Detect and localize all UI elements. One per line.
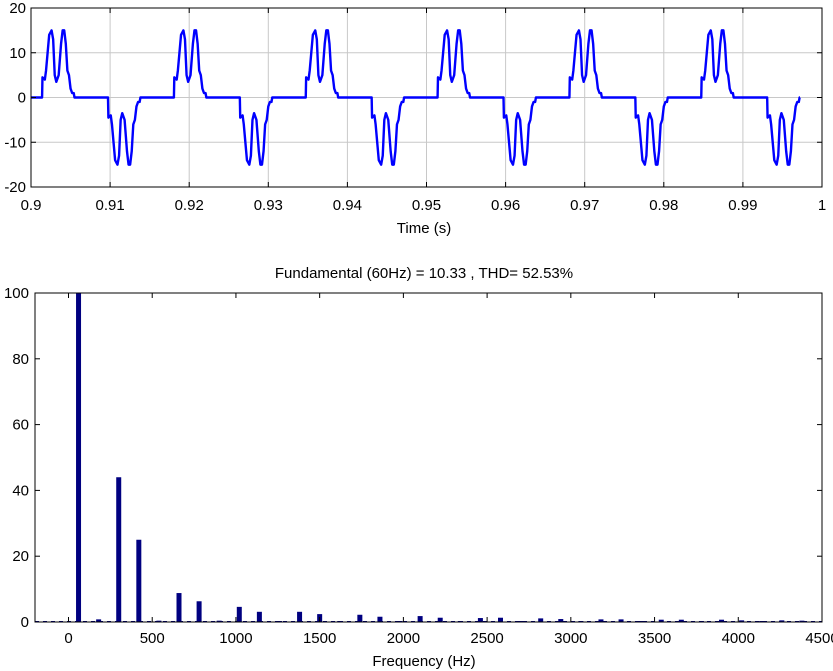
spectrum-bar: [256, 611, 262, 622]
spectrum-x-axis-label: Frequency (Hz): [372, 653, 475, 670]
spectrum-bar: [377, 616, 383, 622]
spectrum-bar: [558, 619, 564, 622]
waveform-y-tick-label: 10: [9, 45, 26, 62]
spectrum-bar: [216, 620, 222, 622]
spectrum-x-tick-label: 0: [64, 630, 72, 647]
spectrum-bar: [96, 619, 102, 622]
spectrum-y-tick-label: 0: [21, 614, 29, 631]
waveform-x-tick-label: 0.95: [412, 197, 441, 214]
waveform-y-tick-label: 0: [18, 90, 26, 107]
spectrum-x-tick-label: 4000: [722, 630, 755, 647]
spectrum-bar: [437, 617, 443, 622]
spectrum-bar: [116, 477, 122, 622]
waveform-y-tick-label: -10: [4, 134, 26, 151]
waveform-x-axis-label: Time (s): [397, 220, 451, 237]
spectrum-bar: [618, 619, 624, 622]
spectrum-x-tick-label: 3500: [638, 630, 671, 647]
waveform-x-tick-label: 0.94: [333, 197, 362, 214]
waveform-x-tick-label: 1: [818, 197, 826, 214]
spectrum-bar: [136, 539, 142, 622]
waveform-x-ticks: 0.9 0.91 0.92 0.93 0.94 0.95 0.96 0.97 0.98 0.99 1: [21, 8, 826, 214]
spectrum-bar: [417, 616, 423, 622]
spectrum-y-ticks: 0 20 40 60 80 100: [4, 285, 822, 631]
waveform-x-tick-label: 0.9: [21, 197, 42, 214]
spectrum-x-tick-label: 2000: [387, 630, 420, 647]
spectrum-bar: [779, 620, 785, 622]
spectrum-y-tick-label: 80: [12, 351, 29, 368]
spectrum-x-tick-label: 500: [140, 630, 165, 647]
spectrum-bar: [156, 620, 162, 622]
waveform-series-line: [31, 29, 801, 166]
spectrum-bar: [176, 593, 182, 622]
spectrum-bar: [678, 619, 684, 622]
spectrum-x-tick-label: 1500: [303, 630, 336, 647]
spectrum-axes-frame: [34, 292, 823, 623]
spectrum-bar: [477, 618, 483, 622]
spectrum-axes: Fundamental (60Hz) = 10.33 , THD= 52.53%…: [4, 265, 833, 670]
spectrum-y-tick-label: 40: [12, 482, 29, 499]
spectrum-bar: [297, 611, 303, 622]
spectrum-bar: [498, 617, 503, 622]
waveform-axes: 0.9 0.91 0.92 0.93 0.94 0.95 0.96 0.97 0.98 0.99 1…: [4, 0, 826, 237]
waveform-y-tick-label: -20: [4, 179, 26, 196]
spectrum-bar: [739, 620, 745, 622]
spectrum-x-tick-label: 2500: [470, 630, 503, 647]
waveform-x-tick-label: 0.98: [649, 197, 678, 214]
waveform-y-tick-label: 20: [9, 0, 26, 17]
waveform-x-tick-label: 0.92: [175, 197, 204, 214]
spectrum-bar: [236, 606, 242, 622]
spectrum-bar: [598, 619, 604, 622]
spectrum-bar: [719, 619, 725, 622]
spectrum-bar: [799, 620, 805, 622]
spectrum-bar: [76, 293, 82, 622]
spectrum-bar: [538, 618, 544, 622]
spectrum-y-tick-label: 100: [4, 285, 29, 302]
waveform-line-group: [31, 29, 801, 166]
waveform-x-tick-label: 0.97: [570, 197, 599, 214]
waveform-x-tick-label: 0.91: [95, 197, 124, 214]
spectrum-x-tick-label: 1000: [219, 630, 252, 647]
spectrum-y-tick-label: 20: [12, 548, 29, 565]
spectrum-x-tick-label: 3000: [554, 630, 587, 647]
spectrum-bar: [658, 619, 664, 622]
waveform-x-tick-label: 0.96: [491, 197, 520, 214]
waveform-x-tick-label: 0.93: [254, 197, 283, 214]
spectrum-bar: [196, 601, 202, 622]
spectrum-title: Fundamental (60Hz) = 10.33 , THD= 52.53%: [275, 265, 573, 282]
spectrum-bar: [357, 614, 363, 622]
waveform-y-ticks: -20 -10 0 10 20: [4, 0, 822, 196]
waveform-x-tick-label: 0.99: [728, 197, 757, 214]
spectrum-y-tick-label: 60: [12, 417, 29, 434]
